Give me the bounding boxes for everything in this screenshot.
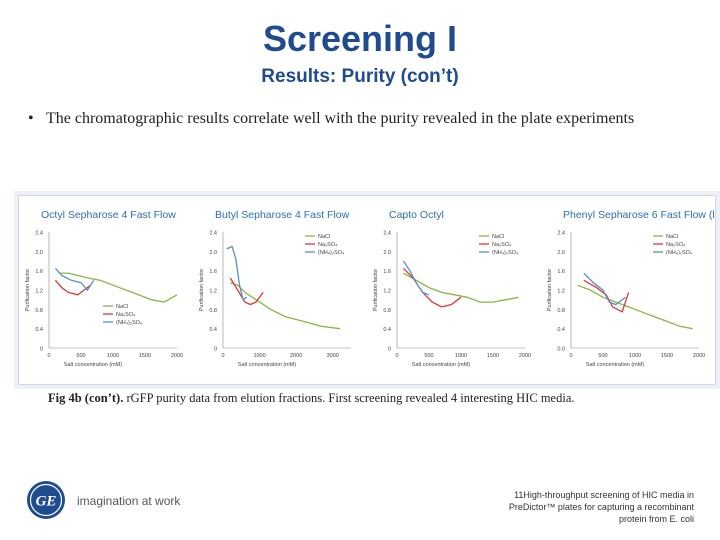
legend-label: (NH₄)₂SO₄ bbox=[116, 320, 143, 326]
legend-label: Na₂SO₄ bbox=[492, 242, 512, 248]
panel-title: Phenyl Sepharose 6 Fast Flow (low sub) bbox=[563, 209, 715, 221]
series-line bbox=[54, 279, 91, 296]
footnote-text: High-throughput screening of HIC media i… bbox=[508, 490, 694, 524]
tagline: imagination at work bbox=[77, 494, 181, 508]
series-line bbox=[230, 282, 341, 330]
y-tick-label: 0.0 bbox=[557, 347, 565, 353]
y-axis-label: Purification factor bbox=[199, 269, 205, 312]
y-tick-label: 0 bbox=[214, 347, 217, 353]
series-line bbox=[403, 272, 519, 303]
x-tick-label: 0 bbox=[569, 353, 572, 359]
y-tick-label: 1.2 bbox=[383, 289, 391, 295]
series-line bbox=[229, 277, 264, 306]
caption-label: Fig 4b (con’t). bbox=[48, 391, 124, 405]
y-tick-label: 2.4 bbox=[209, 231, 217, 237]
series-line bbox=[54, 267, 95, 292]
x-axis-label: Salt concentration (mM) bbox=[412, 362, 471, 368]
legend-label: (NH₄)₂SO₄ bbox=[318, 250, 345, 256]
series-line bbox=[577, 284, 693, 330]
chart-panels-svg: Octyl Sepharose 4 Fast Flow 0 0.4 0.8 1.2 1.6… bbox=[25, 209, 720, 368]
y-tick-label: 0.8 bbox=[35, 308, 43, 314]
x-tick-label: 1000 bbox=[455, 353, 467, 359]
y-tick-label: 0.4 bbox=[383, 327, 391, 333]
y-tick-label: 2.0 bbox=[35, 250, 43, 256]
footnote: 11High-throughput screening of HIC media… bbox=[494, 489, 694, 525]
x-tick-label: 500 bbox=[424, 353, 433, 359]
y-tick-label: 1.6 bbox=[209, 269, 217, 275]
x-tick-label: 1000 bbox=[107, 353, 119, 359]
x-tick-label: 1000 bbox=[629, 353, 641, 359]
y-tick-label: 0.8 bbox=[557, 308, 565, 314]
y-tick-label: 2.0 bbox=[383, 250, 391, 256]
logo-text: GE bbox=[36, 494, 57, 510]
legend-label: (NH₄)₂SO₄ bbox=[666, 250, 693, 256]
y-tick-label: 0.4 bbox=[557, 327, 565, 333]
x-axis-label: Salt concentration (mM) bbox=[238, 362, 297, 368]
bullet-point: • The chromatographic results correlate w… bbox=[28, 110, 708, 128]
y-tick-label: 1.2 bbox=[35, 289, 43, 295]
y-tick-label: 2.4 bbox=[35, 231, 43, 237]
bullet-icon: • bbox=[28, 110, 34, 127]
legend-label: NaCl bbox=[666, 234, 678, 240]
y-tick-label: 0 bbox=[40, 347, 43, 353]
series-line bbox=[58, 272, 178, 303]
x-tick-label: 500 bbox=[76, 353, 85, 359]
legend-label: (NH₄)₂SO₄ bbox=[492, 250, 519, 256]
x-tick-label: 1500 bbox=[661, 353, 673, 359]
legend-label: NaCl bbox=[492, 234, 504, 240]
x-tick-label: 1500 bbox=[139, 353, 151, 359]
series-line bbox=[583, 272, 626, 306]
x-tick-label: 0 bbox=[395, 353, 398, 359]
x-axis-label: Salt concentration (mM) bbox=[586, 362, 645, 368]
y-axis-label: Purification factor bbox=[25, 269, 31, 312]
y-tick-label: 1.6 bbox=[557, 269, 565, 275]
x-tick-label: 500 bbox=[598, 353, 607, 359]
x-tick-label: 2000 bbox=[290, 353, 302, 359]
ge-logo-icon: GE bbox=[27, 481, 65, 519]
y-tick-label: 1.2 bbox=[209, 289, 217, 295]
panel-title: Octyl Sepharose 4 Fast Flow bbox=[41, 209, 176, 221]
x-tick-label: 2000 bbox=[519, 353, 531, 359]
panel-title: Capto Octyl bbox=[389, 209, 444, 221]
y-tick-label: 2.0 bbox=[209, 250, 217, 256]
y-tick-label: 0.4 bbox=[209, 327, 217, 333]
y-tick-label: 0 bbox=[388, 347, 391, 353]
caption-text: rGFP purity data from elution fractions.… bbox=[123, 391, 575, 405]
y-tick-label: 0.8 bbox=[383, 308, 391, 314]
y-tick-label: 1.6 bbox=[383, 269, 391, 275]
x-tick-label: 0 bbox=[47, 353, 50, 359]
panel-title: Butyl Sepharose 4 Fast Flow bbox=[215, 209, 350, 221]
series-line bbox=[402, 260, 430, 296]
page-number: 11 bbox=[514, 490, 524, 500]
chart-figure: Octyl Sepharose 4 Fast Flow 0 0.4 0.8 1.2 1.6… bbox=[18, 195, 720, 385]
y-tick-label: 0.4 bbox=[35, 327, 43, 333]
series-line bbox=[226, 245, 248, 301]
legend-label: Na₂SO₄ bbox=[116, 312, 136, 318]
y-tick-label: 1.2 bbox=[557, 289, 565, 295]
slide-title: Screening I bbox=[262, 18, 458, 59]
legend-label: NaCl bbox=[116, 304, 128, 310]
y-tick-label: 2.4 bbox=[557, 231, 565, 237]
legend-label: Na₂SO₄ bbox=[666, 242, 686, 248]
x-tick-label: 1000 bbox=[253, 353, 265, 359]
slide-subtitle: Results: Purity (con’t) bbox=[261, 66, 459, 87]
y-tick-label: 2.0 bbox=[557, 250, 565, 256]
y-axis-label: Purification factor bbox=[547, 269, 553, 312]
y-tick-label: 2.4 bbox=[383, 231, 391, 237]
y-tick-label: 0.8 bbox=[209, 308, 217, 314]
x-axis-label: Salt concentration (mM) bbox=[64, 362, 123, 368]
figure-caption: Fig 4b (con’t). rGFP purity data from el… bbox=[48, 391, 668, 406]
x-tick-label: 0 bbox=[221, 353, 224, 359]
legend-label: Na₂SO₄ bbox=[318, 242, 338, 248]
legend-label: NaCl bbox=[318, 234, 330, 240]
x-tick-label: 2000 bbox=[171, 353, 183, 359]
y-tick-label: 1.6 bbox=[35, 269, 43, 275]
x-tick-label: 2000 bbox=[693, 353, 705, 359]
bullet-text: The chromatographic results correlate we… bbox=[46, 110, 635, 127]
y-axis-label: Purification factor bbox=[373, 269, 379, 312]
x-tick-label: 3000 bbox=[327, 353, 339, 359]
x-tick-label: 1500 bbox=[487, 353, 499, 359]
